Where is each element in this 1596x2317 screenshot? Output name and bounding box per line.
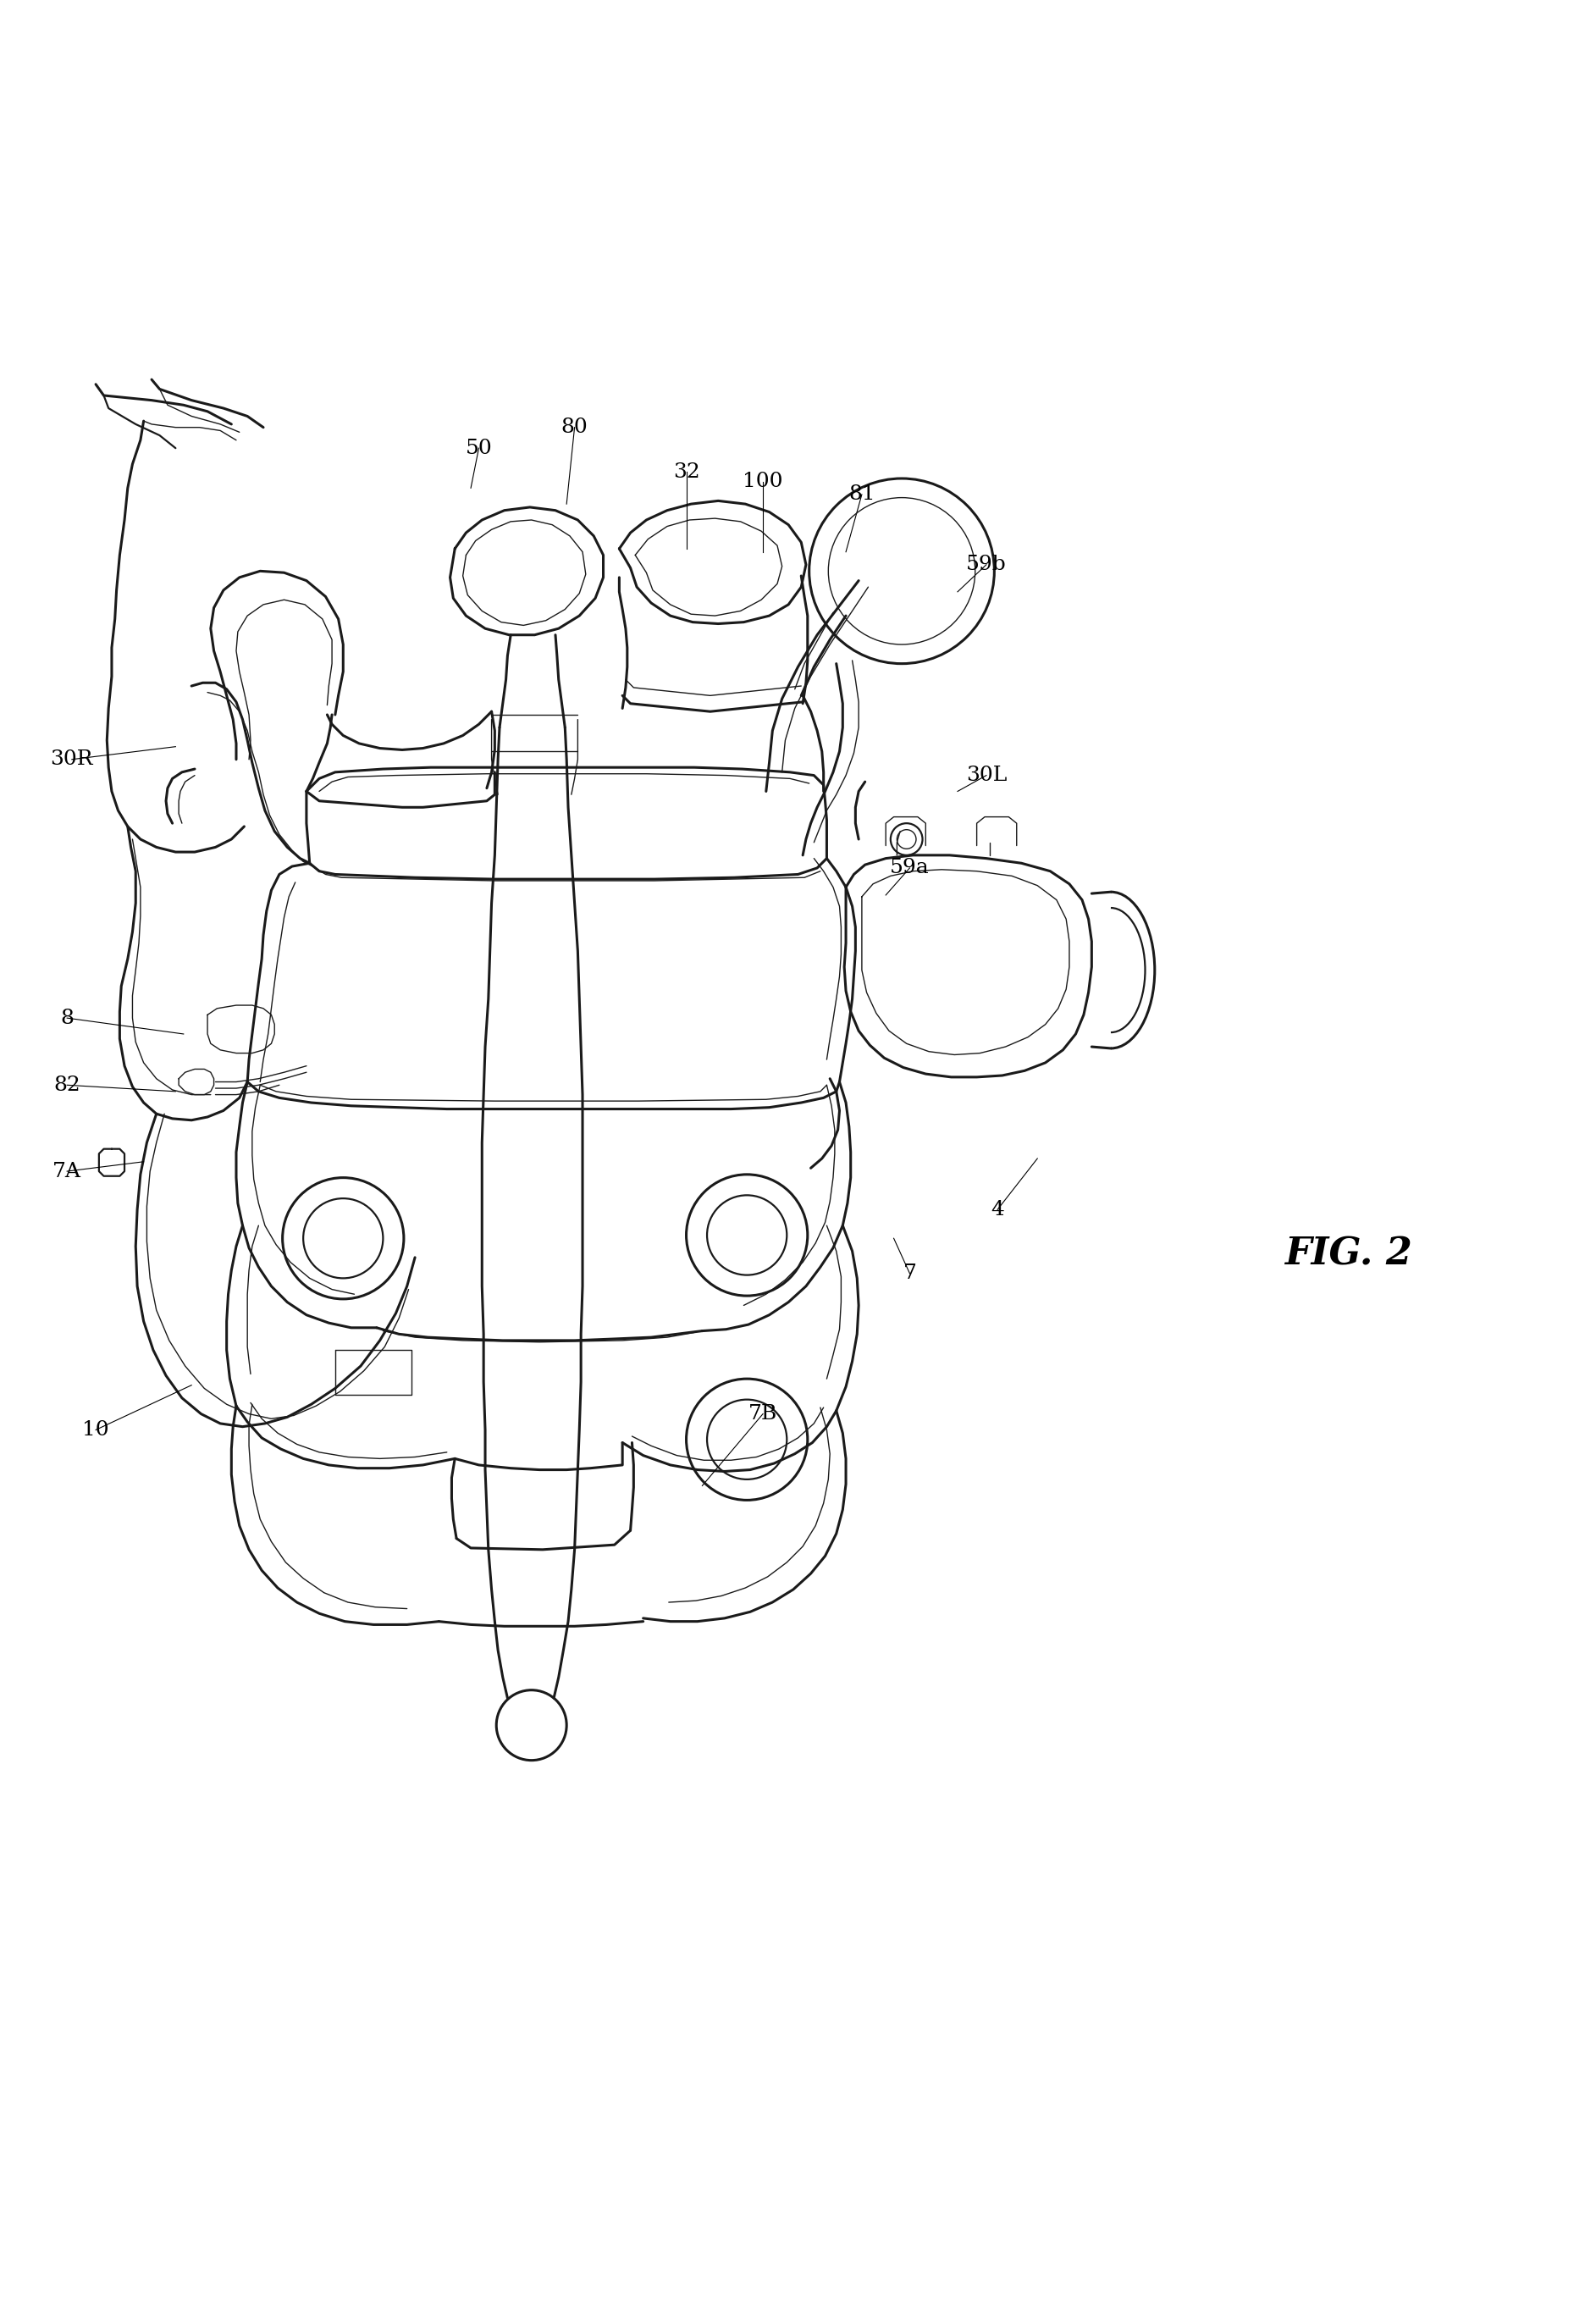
Text: 7A: 7A <box>53 1161 81 1182</box>
Text: 32: 32 <box>674 463 699 482</box>
Text: 80: 80 <box>562 417 587 438</box>
Text: 50: 50 <box>466 438 492 459</box>
Text: 10: 10 <box>83 1420 109 1439</box>
Text: 82: 82 <box>54 1075 80 1096</box>
Text: 7: 7 <box>903 1263 916 1284</box>
Text: 8: 8 <box>61 1008 73 1029</box>
Text: 7B: 7B <box>749 1404 777 1423</box>
Text: 4: 4 <box>991 1200 1004 1219</box>
Text: FIG. 2: FIG. 2 <box>1285 1235 1412 1272</box>
Text: 59a: 59a <box>891 857 929 878</box>
Text: 81: 81 <box>849 484 875 505</box>
Text: 30L: 30L <box>966 765 1007 785</box>
Text: 59b: 59b <box>966 556 1007 575</box>
Text: 30R: 30R <box>51 751 93 769</box>
Text: 100: 100 <box>742 473 784 491</box>
